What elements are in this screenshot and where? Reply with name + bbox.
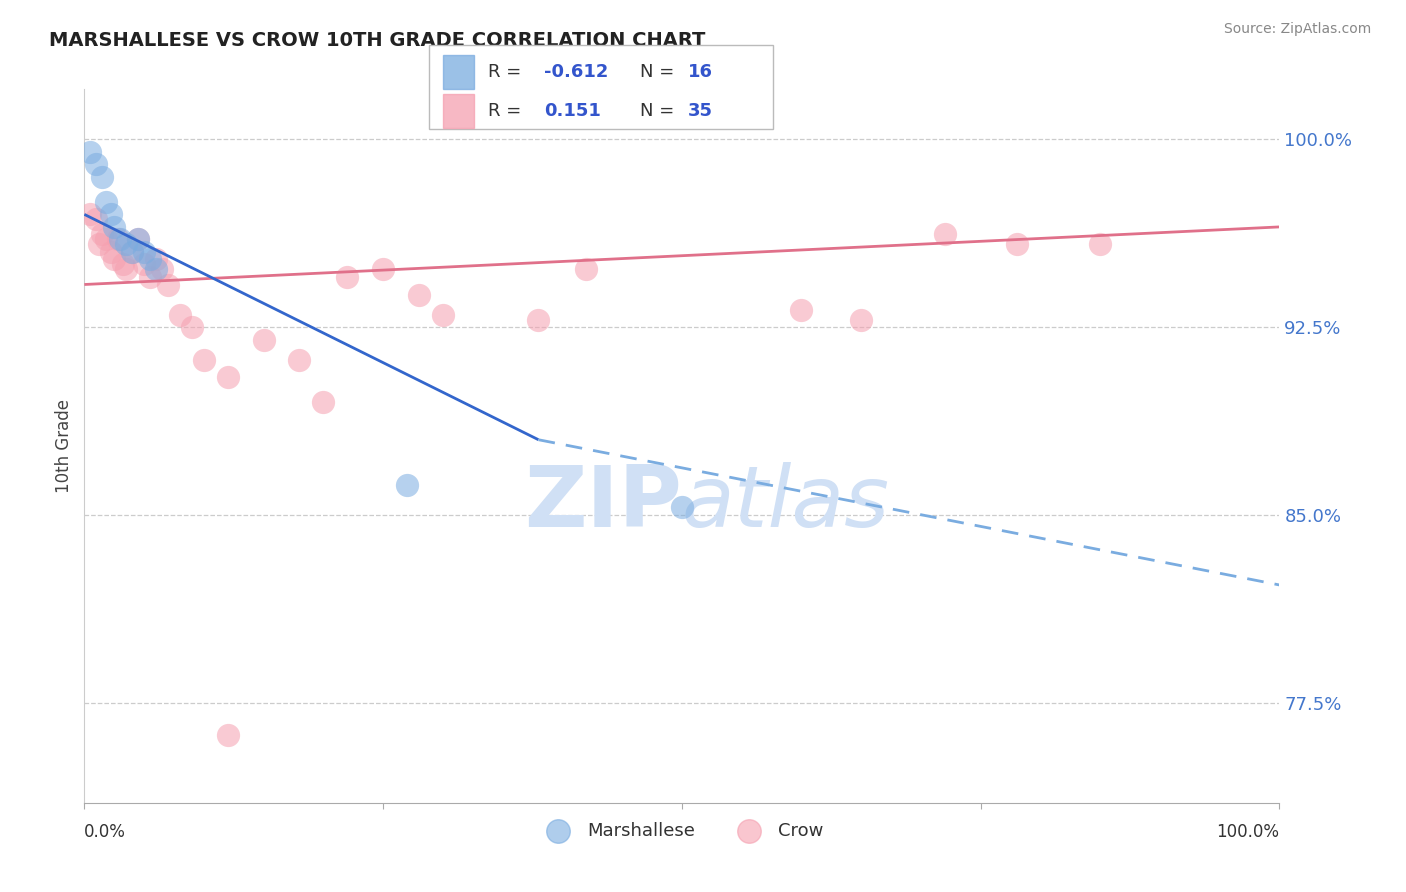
Point [288,352,311,367]
Point [115,237,138,252]
Point [79,145,101,159]
Point [150,262,173,277]
Point [94,232,117,246]
Y-axis label: 10th Grade: 10th Grade [55,399,73,493]
Point [851,312,873,326]
Text: 16: 16 [688,62,713,80]
Point [121,244,143,259]
Point [193,352,215,367]
Point [86,212,108,227]
Point [115,262,138,277]
Point [132,257,156,271]
Point [86,157,108,171]
Point [1090,237,1112,252]
Point [575,262,598,277]
Point [934,227,956,242]
Point [253,333,276,347]
Point [87,237,110,252]
Point [790,302,813,317]
Point [94,194,117,209]
Point [127,232,149,246]
Point [217,370,239,384]
Point [145,262,167,277]
Point [432,308,454,322]
Point [103,252,125,267]
Text: 0.151: 0.151 [544,102,600,120]
Point [110,232,132,246]
Point [396,478,419,492]
Text: N =: N = [640,62,679,80]
Text: 35: 35 [688,102,713,120]
Text: Source: ZipAtlas.com: Source: ZipAtlas.com [1223,22,1371,37]
Point [527,312,550,326]
Point [181,320,204,334]
Point [127,232,149,246]
Text: 100.0%: 100.0% [1216,822,1279,841]
Point [671,500,693,515]
Point [157,277,180,292]
Point [91,169,114,184]
Point [111,257,134,271]
Point [139,270,162,285]
Point [312,395,335,409]
Point [1005,237,1028,252]
Point [373,262,395,277]
Text: MARSHALLESE VS CROW 10TH GRADE CORRELATION CHART: MARSHALLESE VS CROW 10TH GRADE CORRELATI… [49,31,706,50]
Point [107,232,129,246]
Legend: Marshallese, Crow: Marshallese, Crow [533,815,831,847]
Point [103,219,125,234]
Point [100,207,122,221]
Text: -0.612: -0.612 [544,62,609,80]
Point [91,227,114,242]
Text: ZIP: ZIP [524,461,682,545]
Text: R =: R = [488,102,527,120]
Point [121,244,143,259]
Point [132,244,156,259]
Point [169,308,191,322]
Text: 0.0%: 0.0% [84,822,127,841]
Text: R =: R = [488,62,527,80]
Point [145,252,167,267]
Point [139,252,162,267]
Point [79,207,101,221]
Point [217,728,239,742]
Text: N =: N = [640,102,679,120]
Point [408,287,430,301]
Point [100,244,122,259]
Text: atlas: atlas [682,461,890,545]
Point [336,270,359,285]
